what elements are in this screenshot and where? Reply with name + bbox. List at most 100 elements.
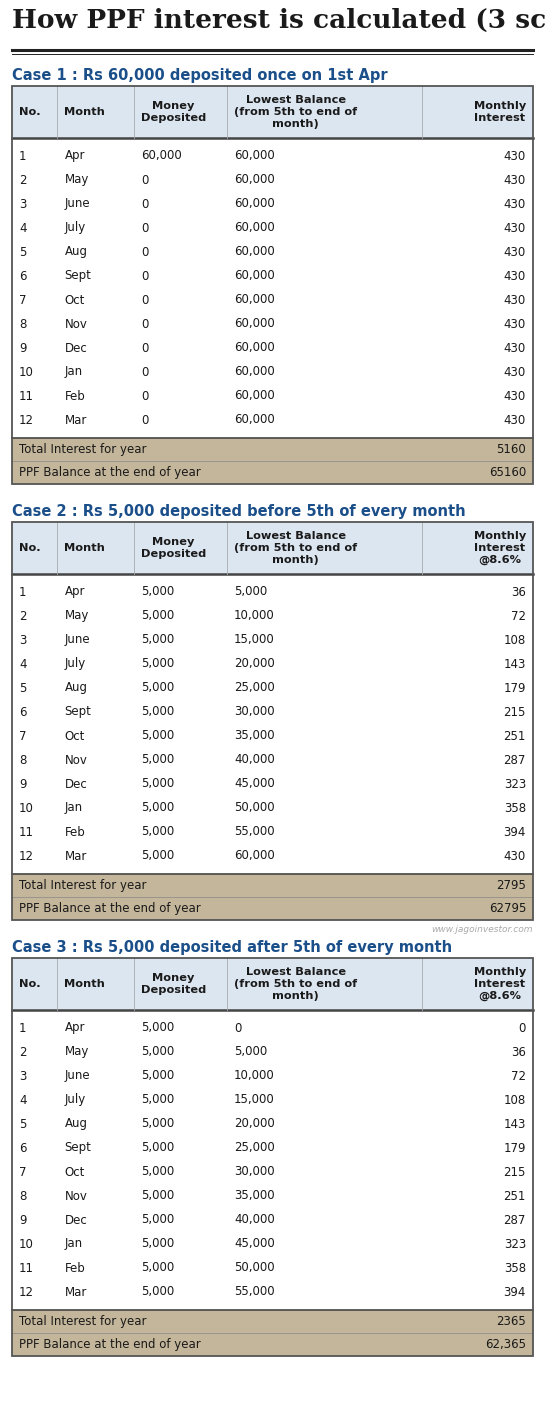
Text: 7: 7 [19,293,27,306]
Text: 430: 430 [504,850,526,862]
Text: Total Interest for year: Total Interest for year [19,1315,147,1328]
Text: 0: 0 [141,413,148,426]
Text: 10,000: 10,000 [234,609,275,623]
Bar [12,959,533,1357]
Text: 251: 251 [504,729,526,742]
Text: 30,000: 30,000 [234,1165,275,1178]
Text: Feb: Feb [64,826,85,838]
Text: 108: 108 [504,1093,526,1106]
Text: 60,000: 60,000 [234,269,275,283]
Text: 5,000: 5,000 [141,1141,174,1154]
Text: 20,000: 20,000 [234,1117,275,1130]
Text: 15,000: 15,000 [234,1093,275,1106]
Text: Jan: Jan [64,801,83,814]
Text: June: June [64,633,90,647]
Text: PPF Balance at the end of year: PPF Balance at the end of year [19,1338,201,1351]
Text: PPF Balance at the end of year: PPF Balance at the end of year [19,902,201,915]
Text: Mar: Mar [64,850,87,862]
Text: May: May [64,609,89,623]
Text: Monthly
Interest
@8.6%: Monthly Interest @8.6% [474,967,526,1001]
Text: Feb: Feb [64,1262,85,1274]
Text: Nov: Nov [64,753,87,766]
Text: 2: 2 [19,174,27,187]
Text: 60,000: 60,000 [234,293,275,306]
Text: 30,000: 30,000 [234,705,275,718]
Text: Dec: Dec [64,1214,87,1226]
Text: 430: 430 [504,317,526,330]
Bar [12,523,533,920]
Text: 1: 1 [19,150,27,163]
Text: Sept: Sept [64,269,92,283]
Text: 9: 9 [19,777,27,790]
Text: 179: 179 [504,1141,526,1154]
Text: Nov: Nov [64,317,87,330]
Text: 5,000: 5,000 [141,777,174,790]
Text: Lowest Balance
(from 5th to end of
month): Lowest Balance (from 5th to end of month… [234,531,357,565]
Text: Mar: Mar [64,413,87,426]
Text: Money
Deposited: Money Deposited [141,973,206,995]
Text: May: May [64,174,89,187]
Bar [12,86,533,484]
Text: 62795: 62795 [489,902,526,915]
Text: 35,000: 35,000 [234,729,275,742]
Bar [12,86,533,137]
Text: 60,000: 60,000 [234,341,275,354]
Text: Mar: Mar [64,1286,87,1298]
Text: 50,000: 50,000 [234,1262,275,1274]
Text: Oct: Oct [64,729,85,742]
Text: 60,000: 60,000 [234,389,275,402]
Text: 0: 0 [141,365,148,378]
Text: 430: 430 [504,293,526,306]
Text: 0: 0 [141,174,148,187]
Text: 5,000: 5,000 [141,681,174,694]
Text: 10,000: 10,000 [234,1069,275,1082]
Text: 6: 6 [19,1141,27,1154]
Text: 0: 0 [519,1021,526,1035]
Text: Apr: Apr [64,1021,85,1035]
Text: Jan: Jan [64,1238,83,1250]
Text: 7: 7 [19,729,27,742]
Text: 5,000: 5,000 [141,657,174,671]
Text: 430: 430 [504,365,526,378]
Text: 0: 0 [141,197,148,211]
Text: 5160: 5160 [496,443,526,456]
Text: 60,000: 60,000 [234,365,275,378]
Text: 0: 0 [141,245,148,259]
Text: July: July [64,221,86,235]
Text: Dec: Dec [64,777,87,790]
Text: 251: 251 [504,1189,526,1202]
Text: 11: 11 [19,389,34,402]
Text: 323: 323 [504,777,526,790]
Text: Lowest Balance
(from 5th to end of
month): Lowest Balance (from 5th to end of month… [234,95,357,129]
Text: 430: 430 [504,197,526,211]
Text: 5,000: 5,000 [141,705,174,718]
Text: 45,000: 45,000 [234,777,275,790]
Text: 6: 6 [19,269,27,283]
Text: 5,000: 5,000 [141,1045,174,1059]
Text: 55,000: 55,000 [234,1286,275,1298]
Text: Jan: Jan [64,365,83,378]
Text: 0: 0 [141,221,148,235]
Text: Case 1 : Rs 60,000 deposited once on 1st Apr: Case 1 : Rs 60,000 deposited once on 1st… [12,68,387,84]
Text: 15,000: 15,000 [234,633,275,647]
Text: 5: 5 [19,1117,26,1130]
Text: 60,000: 60,000 [234,317,275,330]
Text: 6: 6 [19,705,27,718]
Text: 60,000: 60,000 [234,413,275,426]
Text: Sept: Sept [64,1141,92,1154]
Text: 10: 10 [19,801,34,814]
Text: July: July [64,657,86,671]
Text: 0: 0 [141,293,148,306]
Text: Monthly
Interest: Monthly Interest [474,101,526,123]
Text: 2: 2 [19,1045,27,1059]
Text: 430: 430 [504,174,526,187]
Text: June: June [64,197,90,211]
Text: 50,000: 50,000 [234,801,275,814]
Text: 60,000: 60,000 [141,150,181,163]
Text: 12: 12 [19,850,34,862]
Text: 5,000: 5,000 [141,1165,174,1178]
Text: Dec: Dec [64,341,87,354]
Text: PPF Balance at the end of year: PPF Balance at the end of year [19,466,201,479]
Text: 55,000: 55,000 [234,826,275,838]
Text: Monthly
Interest
@8.6%: Monthly Interest @8.6% [474,531,526,565]
